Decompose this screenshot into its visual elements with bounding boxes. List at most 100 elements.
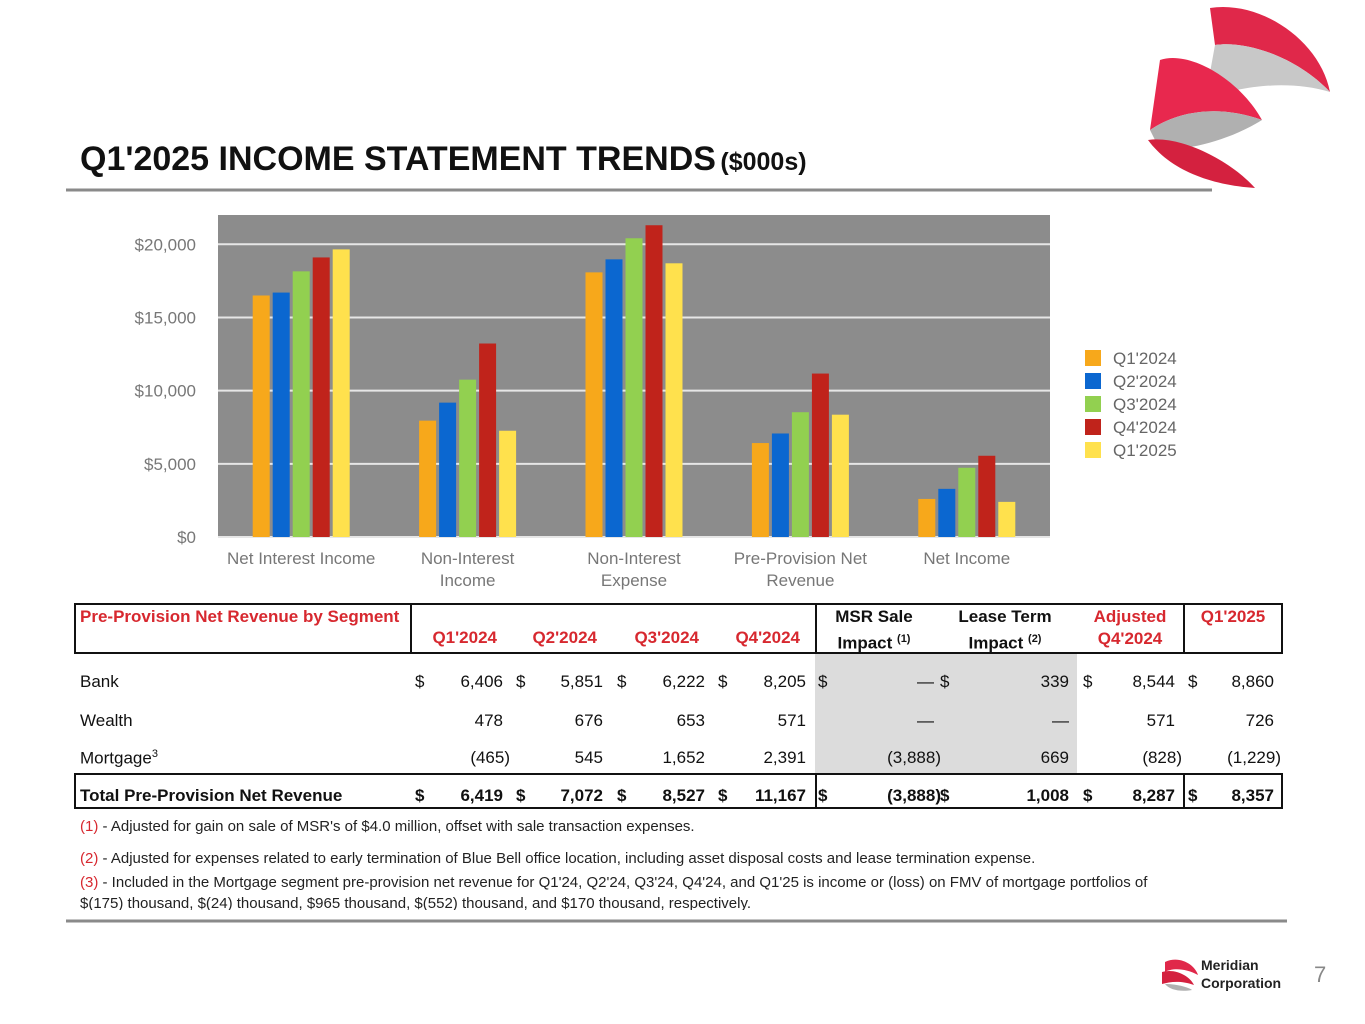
y-tick-label: $5,000 <box>144 455 196 474</box>
cell: 8,860 <box>1231 672 1274 691</box>
chart: $0 $5,000 $10,000 $15,000 $20,000 Q1'2024 Q2'2… <box>135 215 1177 547</box>
footnote: (3) - Included in the Mortgage segment p… <box>80 872 1180 910</box>
bar <box>625 238 643 537</box>
cell: 545 <box>574 748 603 767</box>
bar <box>665 263 683 537</box>
row-label: Bank <box>80 672 119 692</box>
bar <box>499 430 517 537</box>
y-tick-label: $10,000 <box>135 382 196 401</box>
bar <box>605 259 623 537</box>
row-note: 3 <box>151 748 158 760</box>
row-label: Mortgage3 <box>80 748 158 769</box>
currency: $ <box>940 786 950 805</box>
cell: 571 <box>777 711 806 730</box>
currency: $ <box>617 672 627 691</box>
currency: $ <box>940 672 950 691</box>
footnote-marker: (3) <box>80 874 99 891</box>
currency: $ <box>516 786 526 805</box>
page-number: 7 <box>1314 962 1327 987</box>
footnote: (1) - Adjusted for gain on sale of MSR's… <box>80 816 1180 837</box>
y-tick-label: $15,000 <box>135 308 196 327</box>
bar <box>978 455 996 537</box>
header-divider <box>815 603 817 653</box>
x-tick-label: Non-Interest Income <box>420 549 515 590</box>
currency: $ <box>516 672 526 691</box>
column-header: Q3'2024 <box>634 628 699 648</box>
footnote-text: - Adjusted for gain on sale of MSR's of … <box>102 818 695 835</box>
bar <box>439 402 457 537</box>
cell: — <box>917 672 934 691</box>
legend-swatch <box>1085 373 1101 389</box>
x-tick-label: Net Income <box>923 549 1011 568</box>
currency: $ <box>1083 672 1093 691</box>
cell: 653 <box>676 711 705 730</box>
row-label: Wealth <box>80 711 133 731</box>
cell: 726 <box>1245 711 1274 730</box>
column-header: Q1'2024 <box>432 628 497 648</box>
cell: 7,072 <box>560 786 603 805</box>
currency: $ <box>415 786 425 805</box>
total-divider <box>1183 773 1185 809</box>
logo <box>1148 6 1330 188</box>
currency: $ <box>617 786 627 805</box>
column-label: Q1'2024 <box>432 628 497 647</box>
legend-swatch <box>1085 350 1101 366</box>
column-note: (2) <box>1028 633 1042 645</box>
total-box <box>74 773 1283 809</box>
footnote-text: - Adjusted for expenses related to early… <box>102 850 1036 867</box>
cell: 339 <box>1040 672 1069 691</box>
cell: 676 <box>574 711 603 730</box>
y-tick-label: $20,000 <box>135 235 196 254</box>
cell: 6,419 <box>460 786 503 805</box>
footnotes: (1) - Adjusted for gain on sale of MSR's… <box>80 814 1290 910</box>
currency: $ <box>1188 672 1198 691</box>
row-label-text: Mortgage <box>80 748 152 768</box>
cell: 6,406 <box>460 672 503 691</box>
bar <box>938 488 956 537</box>
bar <box>459 379 477 537</box>
cell: 669 <box>1040 748 1069 767</box>
header-box <box>74 603 1283 654</box>
cell: — <box>1052 711 1069 730</box>
y-tick-label: $0 <box>177 528 196 547</box>
footer-company: Meridian Corporation <box>1201 956 1281 992</box>
bar <box>998 501 1016 537</box>
bar <box>332 249 350 538</box>
row-label-text: Wealth <box>80 711 133 730</box>
column-label: Q1'2025 <box>1200 607 1266 626</box>
bar <box>419 420 437 537</box>
cell: (3,888) <box>887 748 941 767</box>
legend-swatch <box>1085 396 1101 412</box>
cell: 8,544 <box>1132 672 1175 691</box>
legend-label: Q2'2024 <box>1113 372 1177 391</box>
bar <box>751 443 769 537</box>
legend-label: Q3'2024 <box>1113 395 1177 414</box>
column-header: Adjusted Q4'2024 <box>1070 606 1190 650</box>
currency: $ <box>415 672 425 691</box>
column-label: Q2'2024 <box>532 628 597 647</box>
footnote-text: - Included in the Mortgage segment pre-p… <box>80 874 1148 910</box>
title: Q1'2025 INCOME STATEMENT TRENDS <box>80 140 716 178</box>
currency: $ <box>1188 786 1198 805</box>
footnote: (2) - Adjusted for expenses related to e… <box>80 848 1180 869</box>
cell: 2,391 <box>763 748 806 767</box>
cell: (828) <box>1142 748 1182 767</box>
cell: 8,357 <box>1231 786 1274 805</box>
legend-label: Q1'2024 <box>1113 349 1177 368</box>
bar <box>771 433 789 537</box>
cell: 571 <box>1146 711 1175 730</box>
company-name: Meridian <box>1201 957 1259 973</box>
bar <box>312 257 330 537</box>
cell: 1,008 <box>1026 786 1069 805</box>
cell: (1,229) <box>1227 748 1281 767</box>
column-header: Q4'2024 <box>735 628 800 648</box>
cell: 8,527 <box>662 786 705 805</box>
column-header: MSR Sale Impact (1) <box>814 606 934 655</box>
cell: 478 <box>474 711 503 730</box>
cell: (465) <box>470 748 510 767</box>
footnote-marker: (1) <box>80 818 99 835</box>
header-divider <box>410 603 412 653</box>
title-unit: ($000s) <box>720 148 807 176</box>
cell: 1,652 <box>662 748 705 767</box>
cell: 5,851 <box>560 672 603 691</box>
